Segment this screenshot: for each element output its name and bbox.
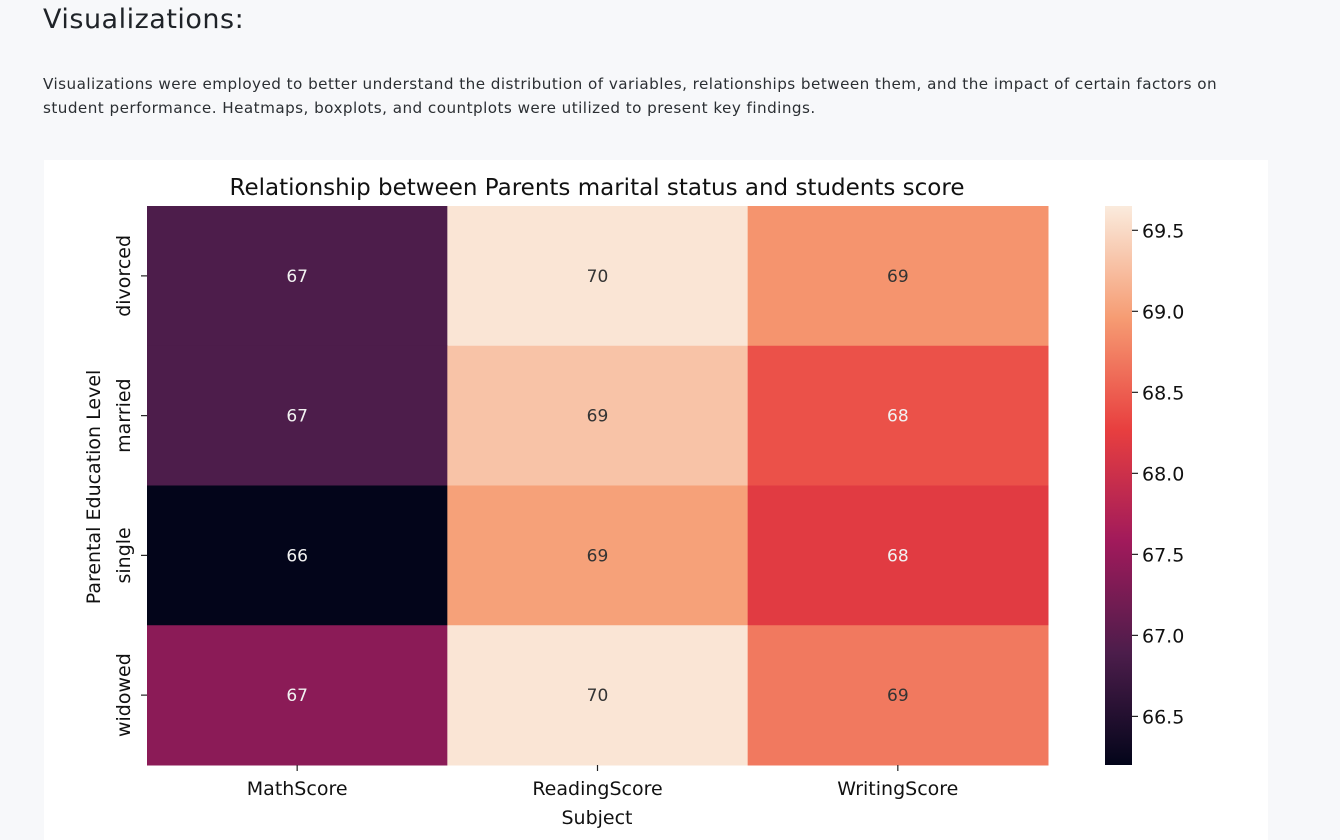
y-tick-label: single [113, 527, 135, 583]
x-tick-label: MathScore [247, 778, 348, 800]
cell-value-label: 67 [286, 267, 308, 287]
heatmap-cell [447, 206, 749, 347]
colorbar-tick-label: 68.5 [1142, 382, 1184, 404]
cell-value-label: 69 [587, 546, 609, 566]
x-axis-label: Subject [561, 807, 632, 829]
cell-value-label: 67 [286, 407, 308, 427]
y-tick-label: divorced [113, 235, 135, 317]
cell-value-label: 68 [887, 407, 909, 427]
y-tick-label: married [113, 378, 135, 452]
heatmap-cell [147, 485, 448, 626]
heatmap-cell [747, 625, 1049, 766]
colorbar [1105, 206, 1132, 765]
section-description: Visualizations were employed to better u… [43, 75, 1218, 117]
cell-value-label: 66 [286, 546, 308, 566]
colorbar-tick-label: 69.5 [1142, 220, 1184, 242]
colorbar-tick-label: 66.5 [1142, 706, 1184, 728]
cell-value-label: 70 [587, 686, 609, 706]
heatmap-figure: Relationship between Parents marital sta… [44, 160, 1268, 840]
x-tick-label: WritingScore [837, 778, 958, 800]
heatmap-cell [447, 345, 749, 486]
heatmap-cell [447, 625, 749, 766]
cell-value-label: 69 [587, 407, 609, 427]
heatmap-cell [747, 345, 1049, 486]
heatmap-cell [447, 485, 749, 626]
cell-value-label: 69 [887, 686, 909, 706]
colorbar-tick-label: 67.5 [1142, 544, 1184, 566]
heatmap-cell [747, 485, 1049, 626]
colorbar-tick-label: 69.0 [1142, 301, 1184, 323]
cell-value-label: 70 [587, 267, 609, 287]
heatmap-chart: Relationship between Parents marital sta… [83, 175, 1184, 829]
colorbar-tick-label: 67.0 [1142, 625, 1184, 647]
section-heading: Visualizations: [43, 4, 245, 35]
y-axis-label: Parental Education Level [83, 370, 105, 605]
y-tick-label: widowed [113, 653, 135, 737]
heatmap-cell [147, 345, 448, 486]
cell-value-label: 68 [887, 546, 909, 566]
heatmap-cell [747, 206, 1049, 347]
x-tick-label: ReadingScore [532, 778, 662, 800]
colorbar-tick-label: 68.0 [1142, 463, 1184, 485]
cell-value-label: 67 [286, 686, 308, 706]
heatmap-cell [147, 625, 448, 766]
heatmap-cell [147, 206, 448, 347]
cell-value-label: 69 [887, 267, 909, 287]
chart-title: Relationship between Parents marital sta… [230, 175, 965, 201]
